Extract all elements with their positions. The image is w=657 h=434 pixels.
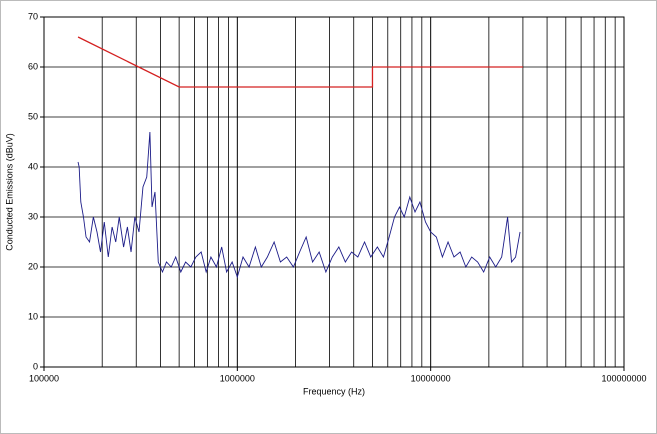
y-tick-label: 20 xyxy=(28,261,38,271)
y-tick-label: 0 xyxy=(33,361,38,371)
y-tick-label: 70 xyxy=(28,11,38,21)
x-tick-label: 10000000 xyxy=(411,373,451,383)
y-tick-label: 30 xyxy=(28,211,38,221)
plot-area xyxy=(43,16,625,368)
x-tick-label: 100000000 xyxy=(601,373,646,383)
data-line xyxy=(77,131,521,279)
x-tick-label: 100000 xyxy=(29,373,59,383)
y-axis-label: Conducted Emissions (dBuV) xyxy=(4,133,14,251)
x-axis-label: Frequency (Hz) xyxy=(303,386,365,396)
y-tick-label: 10 xyxy=(28,311,38,321)
x-tick-label: 1000000 xyxy=(220,373,255,383)
y-tick-label: 40 xyxy=(28,161,38,171)
data-line xyxy=(77,36,523,88)
y-tick-label: 50 xyxy=(28,111,38,121)
y-tick-label: 60 xyxy=(28,61,38,71)
